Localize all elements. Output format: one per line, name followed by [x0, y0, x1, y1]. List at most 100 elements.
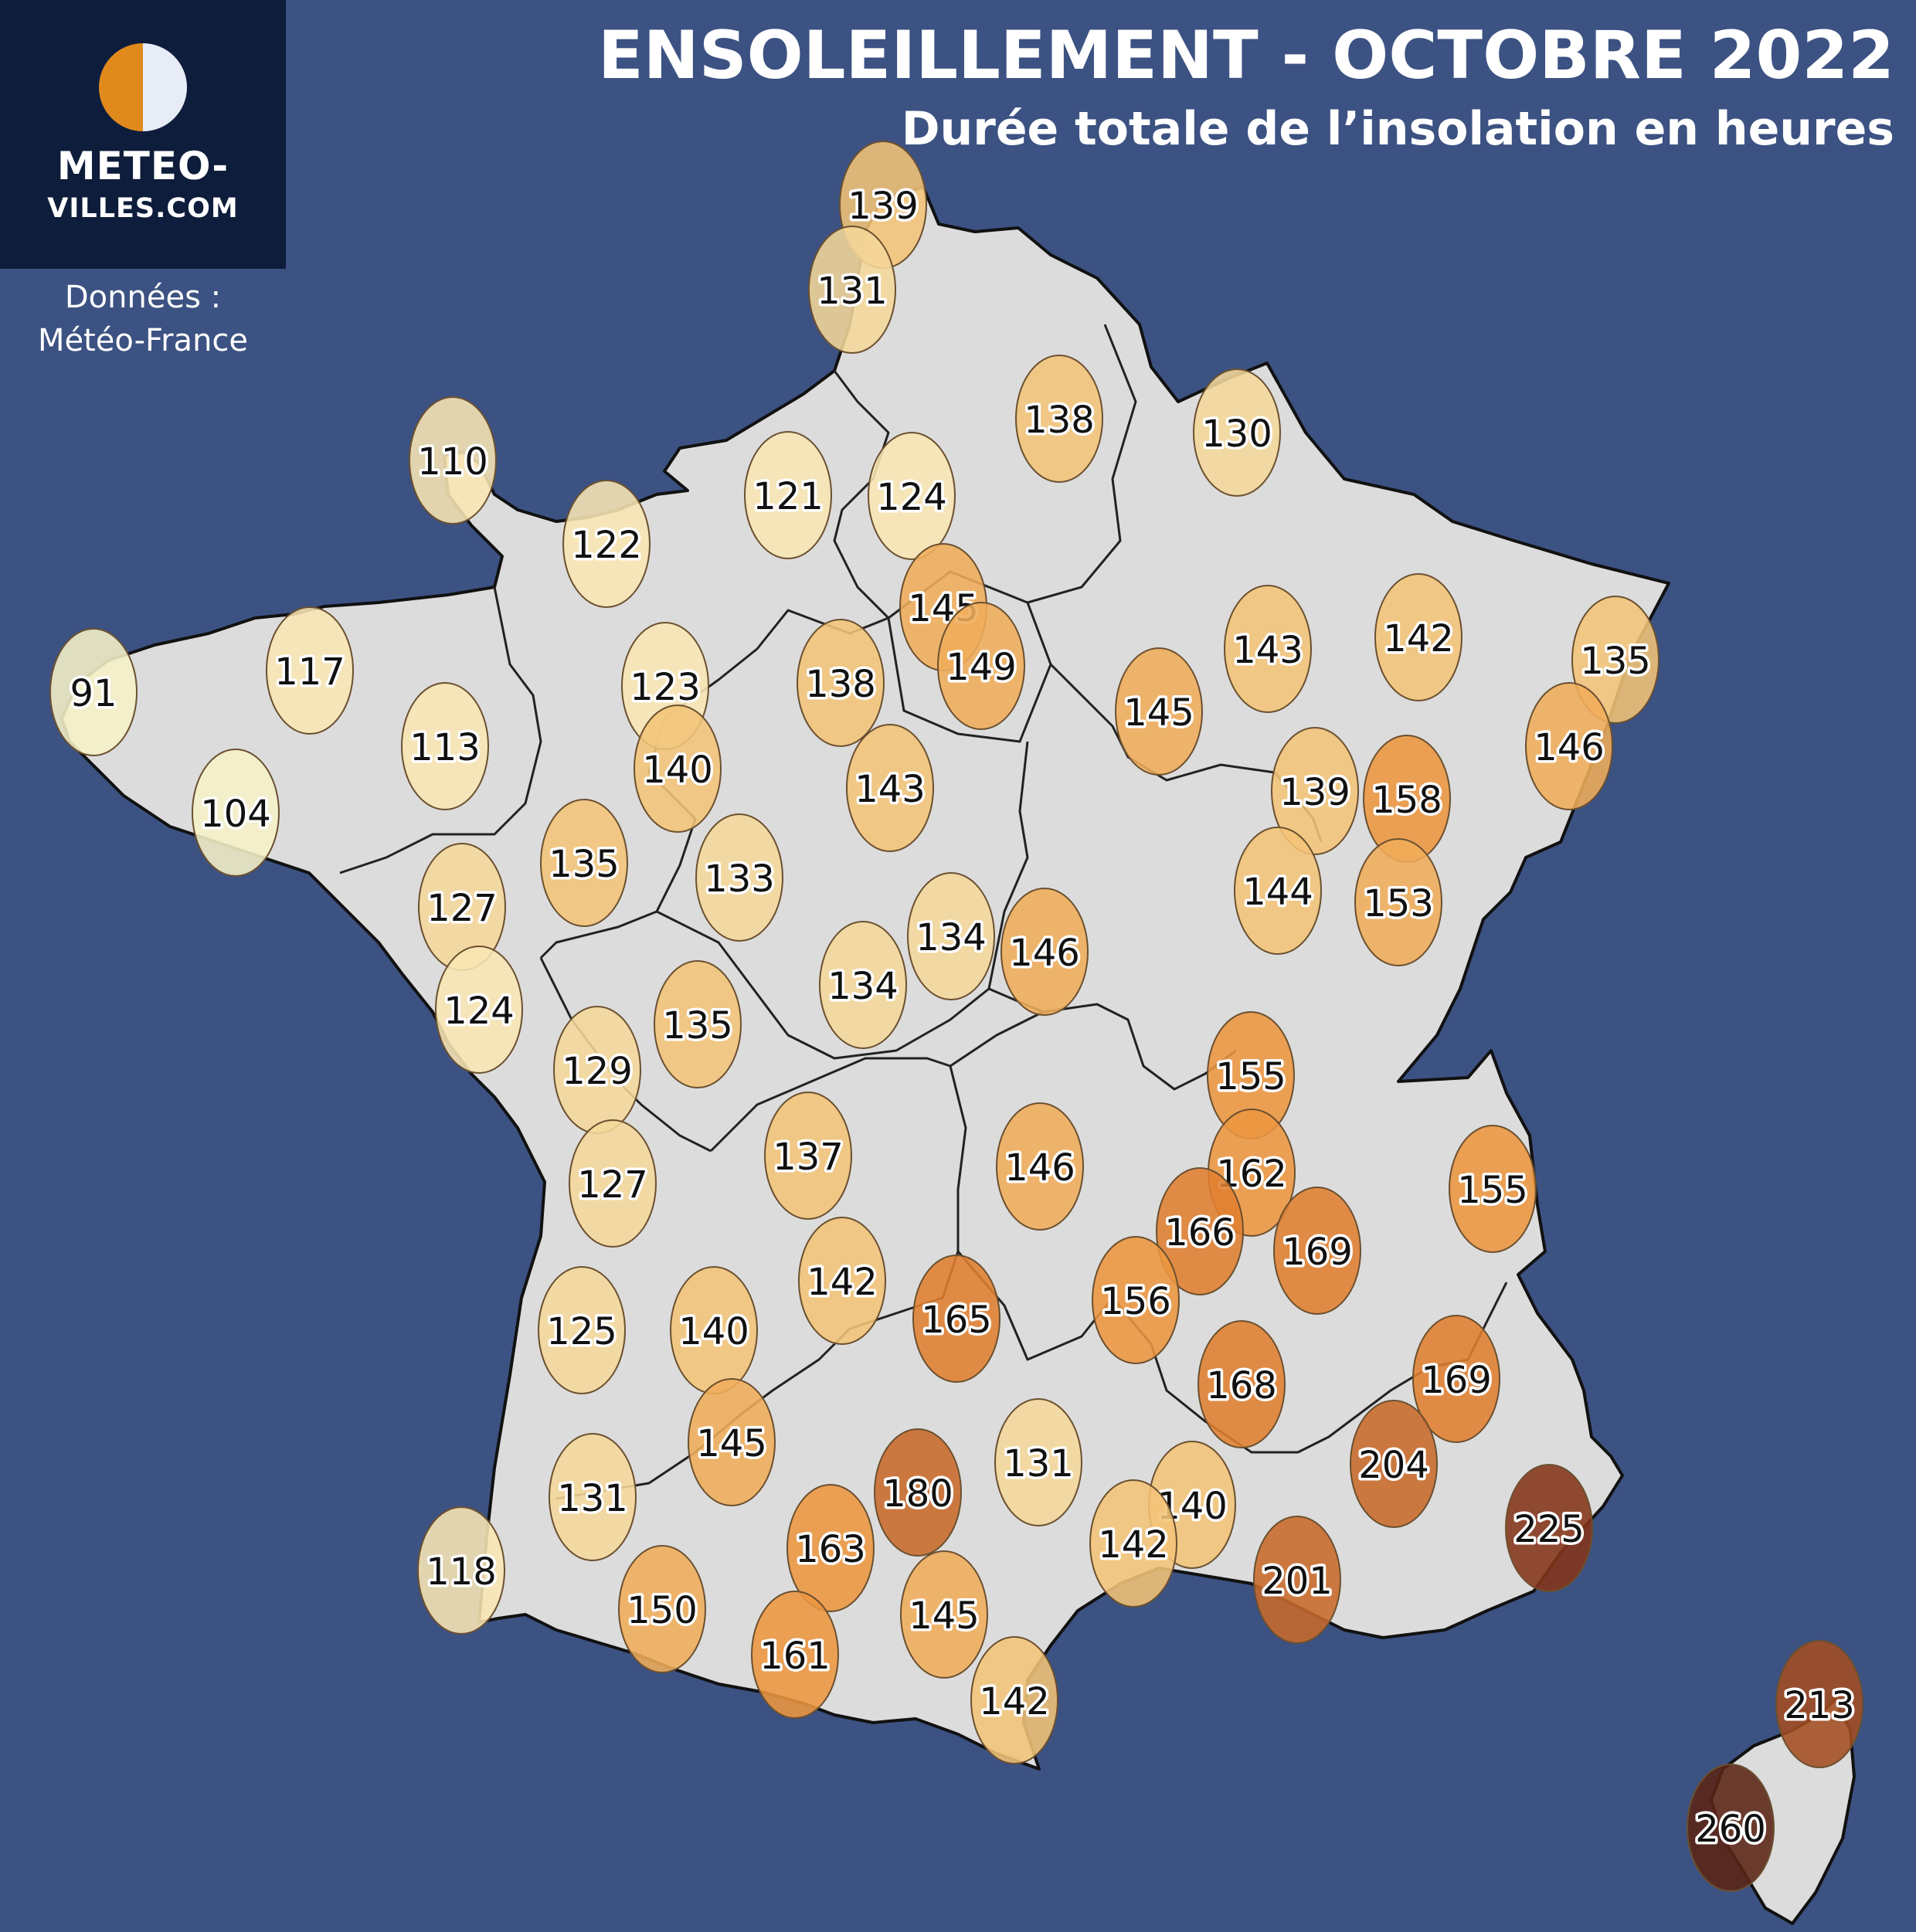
station-value-label: 169: [1421, 1359, 1492, 1402]
logo-box: METEO- VILLES.COM: [0, 0, 286, 269]
region-border: [1027, 324, 1137, 604]
station-marker-ellipse: [1350, 1400, 1438, 1528]
station-marker-ellipse: [1571, 596, 1660, 724]
station-value-label: 135: [662, 1004, 733, 1047]
station-value-label: 138: [805, 663, 876, 706]
station-marker: 135: [654, 960, 742, 1088]
station-marker-ellipse: [1412, 1315, 1500, 1443]
station-value-label: 155: [1215, 1055, 1286, 1098]
station-marker: 129: [553, 1006, 641, 1134]
station-marker-ellipse: [1092, 1236, 1180, 1364]
station-value-label: 143: [854, 768, 926, 811]
station-marker: 142: [1089, 1479, 1177, 1608]
station-value-label: 144: [1242, 871, 1313, 914]
station-marker-ellipse: [1271, 727, 1359, 855]
region-border: [339, 586, 542, 874]
station-marker-ellipse: [1687, 1764, 1775, 1892]
station-value-label: 104: [200, 793, 271, 836]
station-marker: 133: [695, 813, 783, 942]
station-marker-ellipse: [808, 226, 896, 354]
station-marker-ellipse: [1234, 827, 1322, 955]
station-marker-ellipse: [1115, 647, 1203, 776]
station-value-label: 91: [70, 672, 117, 715]
station-marker: 163: [786, 1484, 875, 1612]
station-marker: 146: [1525, 682, 1613, 810]
station-value-label: 140: [678, 1310, 749, 1353]
station-marker: 113: [401, 682, 489, 810]
station-value-label: 113: [409, 726, 481, 769]
station-value-label: 140: [642, 749, 713, 792]
station-markers: 139 131 110 122 121 124 138 130 145 149 143 142 135 9…: [49, 141, 1863, 1892]
region-border: [709, 1057, 967, 1415]
station-marker: 145: [688, 1378, 776, 1506]
station-marker: 161: [751, 1591, 839, 1719]
station-value-label: 260: [1695, 1808, 1766, 1851]
station-marker: 169: [1273, 1187, 1361, 1315]
station-marker: 166: [1156, 1167, 1244, 1295]
station-marker: 204: [1350, 1400, 1438, 1528]
station-marker: 140: [634, 705, 722, 833]
station-marker: 143: [1224, 585, 1312, 713]
station-marker: 124: [868, 432, 956, 560]
station-value-label: 156: [1100, 1280, 1171, 1323]
station-value-label: 127: [577, 1163, 648, 1207]
station-value-label: 125: [546, 1310, 617, 1353]
station-value-label: 180: [882, 1472, 953, 1516]
station-value-label: 124: [876, 476, 947, 519]
station-marker: 131: [549, 1433, 637, 1561]
station-value-label: 121: [752, 475, 824, 518]
station-marker: 169: [1412, 1315, 1500, 1443]
region-border: [956, 1251, 1361, 1454]
station-marker-ellipse: [1374, 573, 1462, 701]
station-value-label: 129: [562, 1050, 633, 1093]
station-marker-ellipse: [549, 1433, 637, 1561]
station-marker-ellipse: [819, 921, 907, 1049]
station-marker-ellipse: [1273, 1187, 1361, 1315]
station-marker-ellipse: [1775, 1640, 1863, 1768]
station-marker-ellipse: [1015, 355, 1103, 483]
station-marker: 144: [1234, 827, 1322, 955]
station-value-label: 155: [1457, 1169, 1528, 1212]
station-value-label: 166: [1164, 1211, 1235, 1255]
station-marker-ellipse: [1525, 682, 1613, 810]
station-value-label: 213: [1784, 1684, 1855, 1727]
station-marker: 135: [1571, 596, 1660, 724]
station-value-label: 118: [426, 1550, 497, 1594]
station-value-label: 127: [426, 887, 498, 930]
station-marker: 145: [1115, 647, 1203, 776]
station-marker: 138: [797, 619, 885, 747]
station-value-label: 145: [696, 1422, 767, 1465]
region-borders: [339, 324, 1508, 1500]
station-value-label: 150: [627, 1589, 698, 1632]
station-value-label: 145: [1123, 691, 1194, 735]
source-name: Météo-France: [37, 323, 249, 358]
station-value-label: 135: [1580, 640, 1651, 683]
station-marker: 122: [562, 480, 651, 608]
station-marker-ellipse: [970, 1636, 1058, 1764]
station-marker: 91: [49, 628, 138, 756]
station-marker: 130: [1193, 368, 1281, 497]
station-marker-ellipse: [996, 1102, 1084, 1231]
station-marker: 153: [1354, 838, 1442, 966]
station-value-label: 142: [1098, 1523, 1169, 1567]
station-value-label: 137: [773, 1136, 844, 1179]
station-marker: 150: [618, 1545, 706, 1673]
station-marker-ellipse: [49, 628, 138, 756]
station-marker: 124: [435, 946, 523, 1074]
station-marker: 117: [266, 606, 354, 735]
map-subtitle: Durée totale de l’insolation en heures: [901, 102, 1894, 156]
station-marker: 125: [538, 1266, 626, 1394]
station-marker: 155: [1207, 1011, 1295, 1139]
station-value-label: 145: [909, 1594, 980, 1638]
station-value-label: 134: [827, 965, 899, 1008]
station-marker: 180: [874, 1428, 962, 1557]
source-label: Données :: [64, 280, 222, 315]
station-marker: 137: [764, 1092, 852, 1220]
station-marker: 131: [808, 226, 896, 354]
station-marker-ellipse: [874, 1428, 962, 1557]
station-marker: 213: [1775, 1640, 1863, 1768]
station-marker: 260: [1687, 1764, 1775, 1892]
station-marker-ellipse: [1505, 1464, 1593, 1592]
station-marker: 145: [900, 1550, 988, 1679]
